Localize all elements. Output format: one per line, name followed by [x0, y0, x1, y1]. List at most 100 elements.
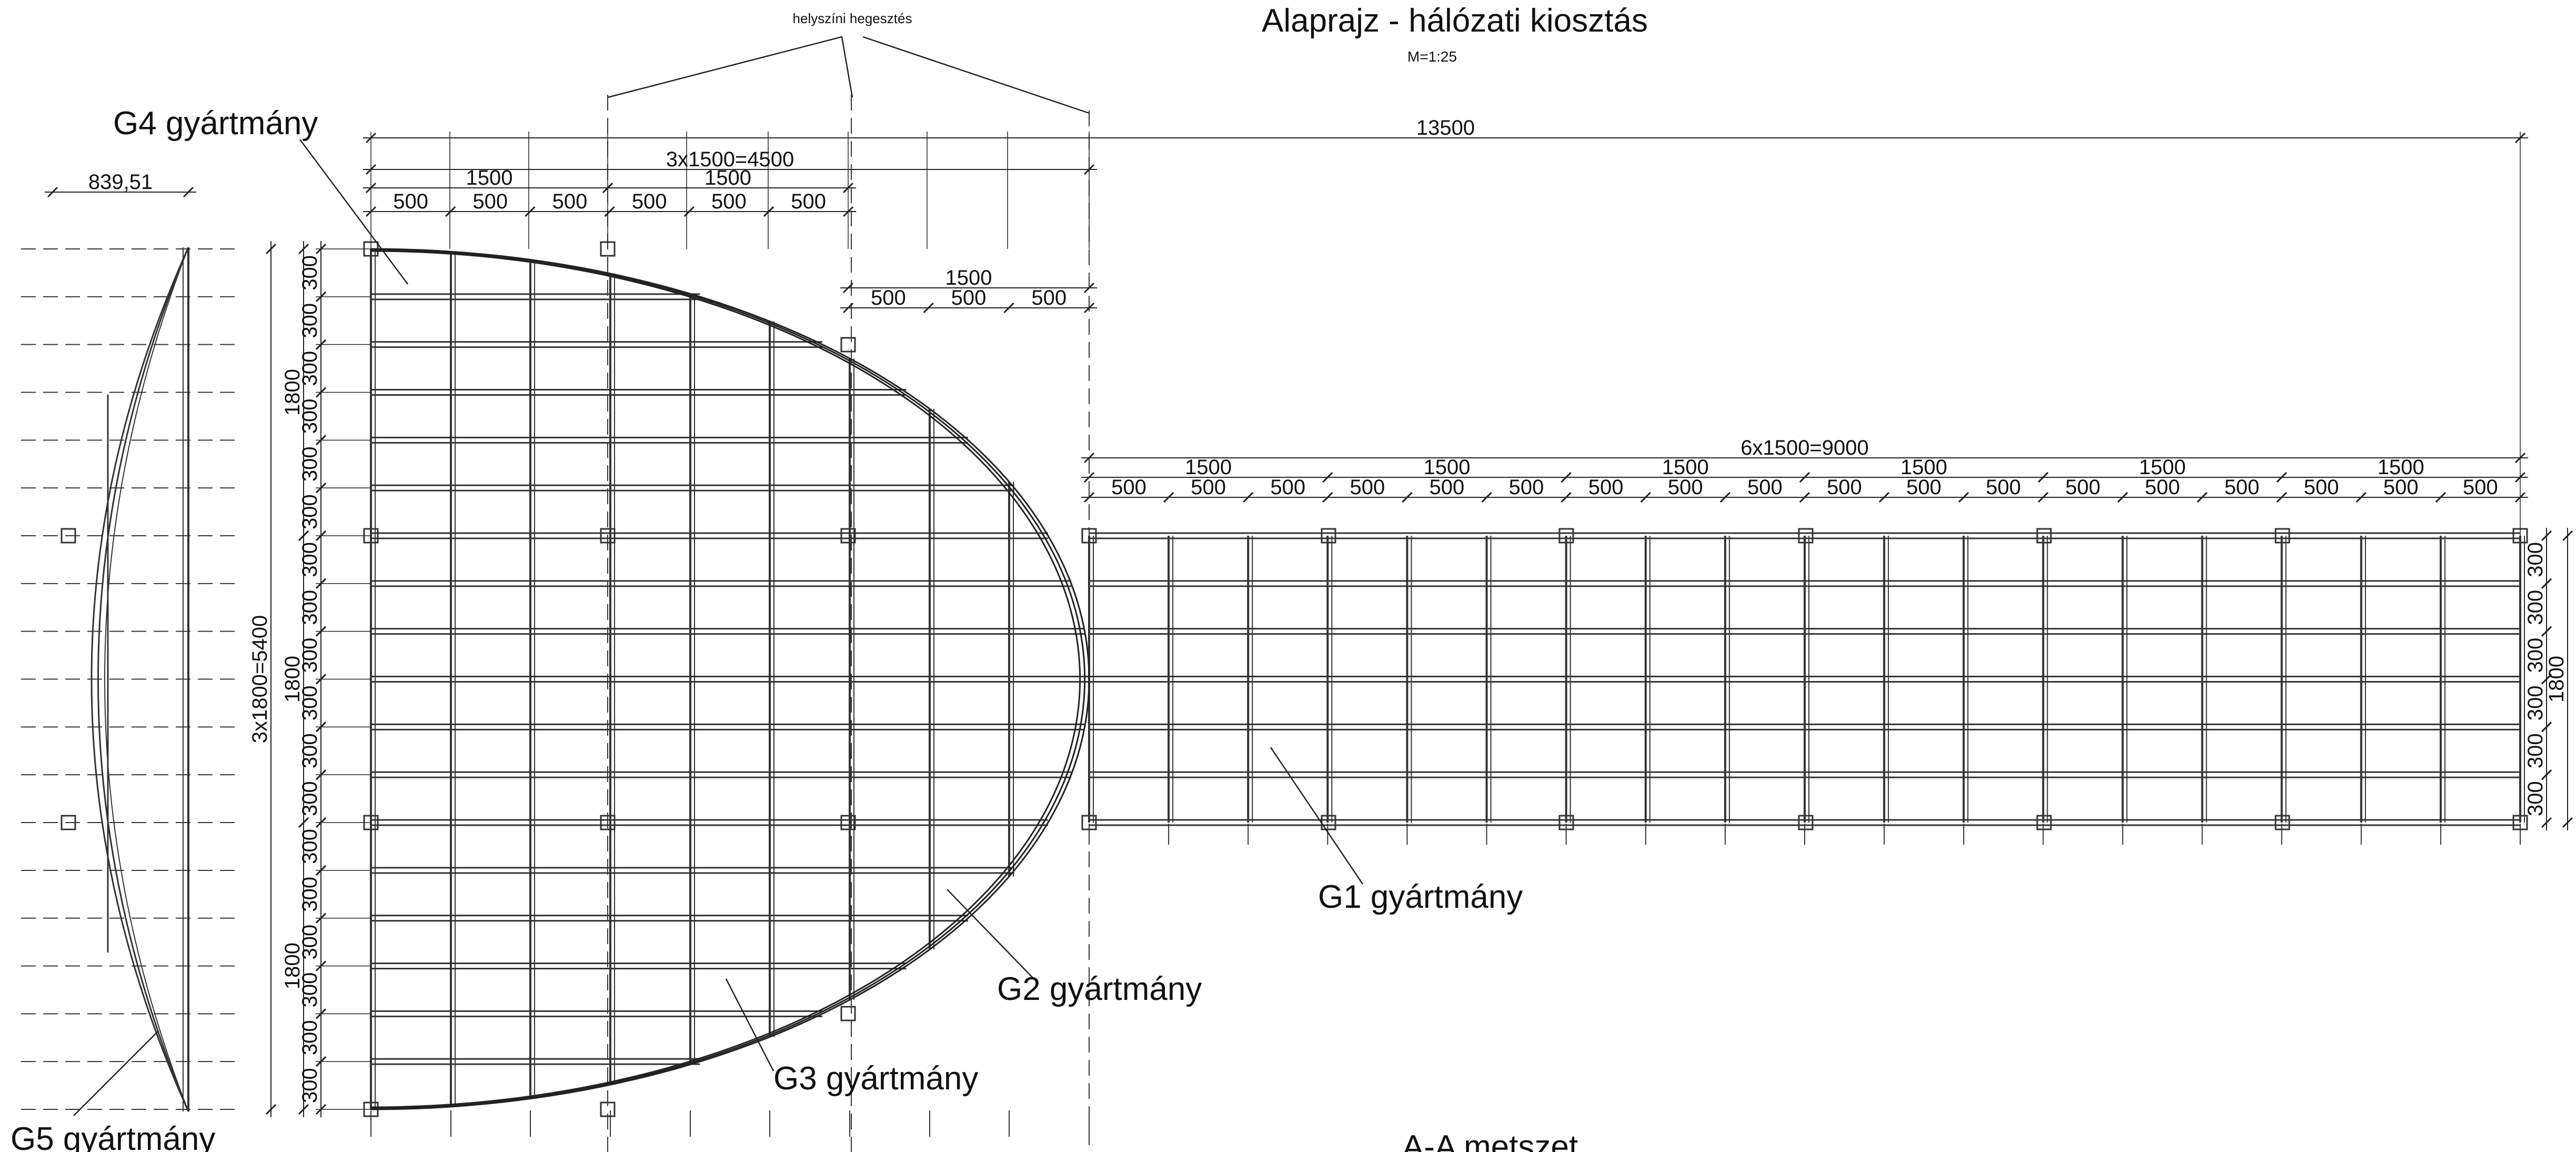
- dim-label: 300: [298, 399, 321, 434]
- dim-tick: [1878, 492, 1890, 503]
- support-plate: [2036, 815, 2052, 830]
- dim-label: 6x1500=9000: [1740, 436, 1869, 459]
- dim-tick: [2276, 492, 2287, 503]
- dim-tick: [2562, 817, 2573, 828]
- dim-tick: [2276, 472, 2287, 483]
- ellipse-edge-line: [370, 250, 1081, 1108]
- weld-leader: [607, 36, 853, 98]
- dim-label: 300: [298, 542, 321, 577]
- dim-tick: [365, 206, 377, 217]
- dim-label: 1500: [1423, 456, 1470, 479]
- side-view-g5: [21, 247, 237, 1112]
- dim-tick: [2197, 492, 2208, 503]
- support-plate: [600, 1101, 616, 1117]
- dim-tick: [298, 243, 309, 255]
- support-plate: [1081, 815, 1097, 830]
- dim-label: 300: [298, 686, 321, 721]
- dim-label: 1500: [466, 166, 513, 189]
- dim-tick: [365, 164, 377, 175]
- dim-label: 1500: [2378, 456, 2424, 479]
- dim-label: 500: [791, 190, 826, 213]
- dim-tick: [445, 206, 456, 217]
- dim-label: 500: [2304, 476, 2339, 499]
- dim-tick: [1003, 302, 1014, 314]
- label-g5: G5 gyártmány: [11, 1121, 215, 1152]
- dim-tick: [2356, 492, 2367, 503]
- dim-tick: [1083, 492, 1095, 503]
- dim-label: 1500: [1900, 456, 1947, 479]
- dim-label: 1800: [2545, 656, 2568, 703]
- leader-g1: [1270, 747, 1364, 885]
- dim-label: 500: [1350, 476, 1385, 499]
- dim-label: 500: [1111, 476, 1146, 499]
- dim-label: 300: [298, 925, 321, 960]
- label-g3: G3 gyártmány: [773, 1060, 978, 1097]
- dim-label: 300: [298, 446, 321, 482]
- dim-tick: [2541, 722, 2552, 733]
- dim-label: 500: [711, 190, 747, 213]
- dim-label: 300: [298, 733, 321, 768]
- scale-note: M=1:25: [1407, 48, 1457, 65]
- dim-label: 500: [2145, 476, 2180, 499]
- dim-label: 500: [1668, 476, 1703, 499]
- dim-tick: [2038, 472, 2049, 483]
- dim-tick: [2514, 132, 2526, 144]
- dim-label: 500: [871, 286, 906, 309]
- dim-label: 1500: [1662, 456, 1709, 479]
- dim-label: 300: [298, 255, 321, 290]
- leader-g3: [725, 978, 774, 1071]
- dim-tick: [604, 206, 615, 217]
- dim-label: 300: [298, 781, 321, 816]
- dim-label: 839,51: [88, 171, 153, 194]
- support-plate: [2036, 528, 2052, 544]
- dim-label: 500: [2065, 476, 2100, 499]
- dim-tick: [843, 206, 854, 217]
- support-plate: [1558, 815, 1574, 830]
- dim-tick: [1322, 472, 1333, 483]
- dim-tick: [1163, 492, 1174, 503]
- dim-label: 300: [298, 877, 321, 912]
- dim-label: 500: [1191, 476, 1226, 499]
- dim-tick: [2541, 769, 2552, 780]
- dim-label: 300: [2524, 638, 2547, 673]
- dim-label: 500: [1906, 476, 1941, 499]
- dim-tick: [842, 282, 854, 294]
- support-plate: [1321, 528, 1336, 544]
- dim-label: 500: [1827, 476, 1862, 499]
- support-plate: [1798, 528, 1814, 544]
- support-plate: [2512, 815, 2528, 830]
- support-plate: [1081, 528, 1097, 544]
- support-plate: [840, 528, 856, 544]
- dim-tick: [298, 817, 309, 828]
- dim-label: 300: [2524, 781, 2547, 816]
- dim-tick: [365, 132, 377, 144]
- grating-grid: [61, 95, 2528, 1152]
- support-plate: [600, 528, 616, 544]
- dim-tick: [1083, 472, 1095, 483]
- dim-tick: [298, 530, 309, 542]
- dim-tick: [2541, 578, 2552, 589]
- leader-g2: [947, 889, 1034, 979]
- dim-tick: [1799, 492, 1810, 503]
- dim-tick: [1083, 164, 1095, 175]
- elliptical-edge: [370, 248, 1090, 1110]
- dim-label: 500: [472, 190, 508, 213]
- dim-label: 300: [298, 829, 321, 864]
- dim-tick: [1561, 492, 1572, 503]
- dim-label: 1500: [1185, 456, 1232, 479]
- dim-label: 300: [298, 494, 321, 529]
- dim-tick: [2541, 626, 2552, 637]
- dim-tick: [923, 302, 934, 314]
- dim-label: 1500: [705, 166, 751, 189]
- side-arc: [104, 247, 189, 1112]
- dim-tick: [183, 186, 194, 198]
- dim-tick: [1640, 492, 1651, 503]
- dim-label: 500: [1986, 476, 2021, 499]
- label-g4: G4 gyártmány: [113, 105, 318, 142]
- drawing-title: Alaprajz - hálózati kiosztás: [1262, 3, 1648, 39]
- dim-tick: [842, 182, 854, 194]
- leader-g4: [299, 139, 409, 285]
- dim-label: 1800: [281, 369, 304, 416]
- support-plate: [840, 337, 856, 353]
